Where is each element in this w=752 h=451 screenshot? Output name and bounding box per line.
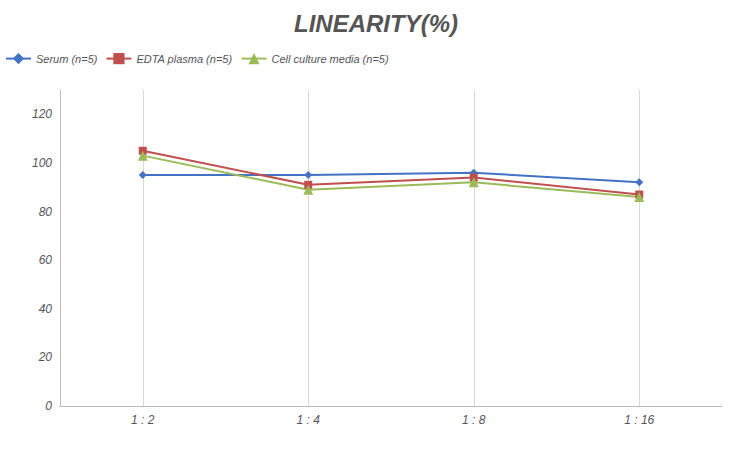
svg-text:1 : 4: 1 : 4 <box>297 413 321 427</box>
svg-text:EDTA plasma (n=5): EDTA plasma (n=5) <box>136 53 232 65</box>
svg-text:100: 100 <box>32 156 52 170</box>
svg-text:80: 80 <box>39 205 53 219</box>
svg-text:1 : 8: 1 : 8 <box>462 413 486 427</box>
svg-text:120: 120 <box>32 107 52 121</box>
svg-text:60: 60 <box>39 253 53 267</box>
svg-text:20: 20 <box>38 350 53 364</box>
svg-text:Serum (n=5): Serum (n=5) <box>36 53 98 65</box>
svg-text:LINEARITY(%): LINEARITY(%) <box>294 10 458 37</box>
svg-text:0: 0 <box>45 399 52 413</box>
svg-text:1 : 16: 1 : 16 <box>624 413 654 427</box>
svg-text:Cell culture media (n=5): Cell culture media (n=5) <box>272 53 389 65</box>
svg-text:1 : 2: 1 : 2 <box>131 413 155 427</box>
svg-text:40: 40 <box>39 302 53 316</box>
